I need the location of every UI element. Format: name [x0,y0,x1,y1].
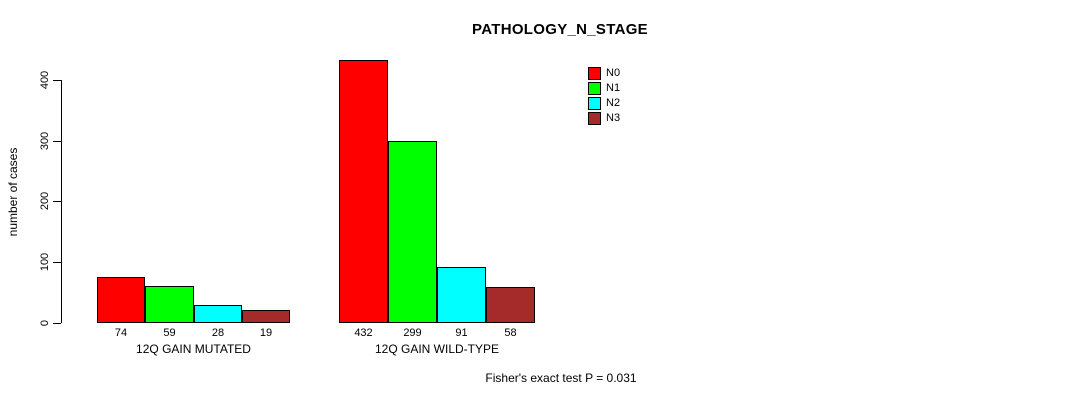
group-label: 12Q GAIN MUTATED [136,342,251,356]
y-axis-tick [53,201,61,202]
bar-N2-group2 [437,267,486,323]
bar-value-label: 58 [504,327,517,339]
legend-row-N3: N3 [588,111,620,126]
legend-label: N1 [606,82,621,94]
bar-value-label: 432 [354,327,373,339]
bar-value-label: 59 [163,327,176,339]
bar-value-label: 19 [259,327,273,339]
bar-value-label: 91 [455,327,468,339]
y-axis-line [61,80,62,323]
bar-N2-group1 [194,305,242,323]
bar-N0-group2 [339,60,388,323]
bar-value-label: 28 [211,327,225,339]
legend-row-N0: N0 [588,66,620,81]
legend-label: N3 [606,112,621,124]
legend-label: N2 [606,97,621,109]
y-axis-title: number of cases [6,147,20,237]
bar-N3-group2 [486,287,535,323]
legend-swatch-N0 [588,67,601,80]
chart-title: PATHOLOGY_N_STAGE [472,21,648,38]
bar-N1-group1 [145,286,194,323]
y-axis-tick [53,141,61,142]
legend-row-N2: N2 [588,96,620,111]
statistical-test-note: Fisher's exact test P = 0.031 [485,371,637,385]
bar-value-label: 299 [403,327,422,339]
legend-swatch-N2 [588,97,601,110]
bar-N3-group1 [242,310,290,323]
bar-N0-group1 [97,277,145,323]
group-label: 12Q GAIN WILD-TYPE [374,342,500,356]
y-axis-tick-label: 0 [39,319,51,327]
y-axis-tick [53,80,61,81]
y-axis-tick-label: 100 [39,252,51,272]
y-axis-tick [53,262,61,263]
legend-swatch-N1 [588,82,601,95]
y-axis-tick [53,323,61,324]
bar-value-label: 74 [114,327,128,339]
y-axis-tick-label: 400 [39,70,51,90]
legend-row-N1: N1 [588,81,620,96]
legend-label: N0 [606,67,621,79]
bar-N1-group2 [388,141,437,323]
legend: N0 N1 N2 N3 [588,66,620,126]
y-axis-tick-label: 300 [39,131,51,151]
y-axis-tick-label: 200 [39,191,51,211]
legend-swatch-N3 [588,112,601,125]
